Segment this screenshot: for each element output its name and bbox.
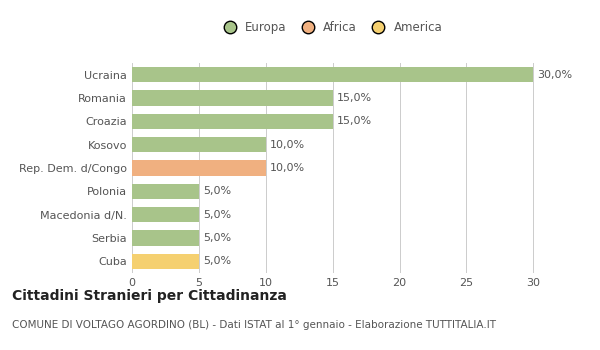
Bar bbox=[132, 207, 199, 222]
Text: Cittadini Stranieri per Cittadinanza: Cittadini Stranieri per Cittadinanza bbox=[12, 289, 287, 303]
Legend: Europa, Africa, America: Europa, Africa, America bbox=[213, 16, 447, 39]
Bar bbox=[132, 114, 332, 129]
Text: 5,0%: 5,0% bbox=[203, 210, 231, 220]
Bar bbox=[132, 254, 199, 269]
Text: 15,0%: 15,0% bbox=[337, 93, 372, 103]
Text: 5,0%: 5,0% bbox=[203, 233, 231, 243]
Bar bbox=[132, 137, 266, 152]
Text: 5,0%: 5,0% bbox=[203, 186, 231, 196]
Bar bbox=[132, 67, 533, 82]
Bar bbox=[132, 160, 266, 176]
Text: 15,0%: 15,0% bbox=[337, 116, 372, 126]
Text: 10,0%: 10,0% bbox=[270, 140, 305, 150]
Text: COMUNE DI VOLTAGO AGORDINO (BL) - Dati ISTAT al 1° gennaio - Elaborazione TUTTIT: COMUNE DI VOLTAGO AGORDINO (BL) - Dati I… bbox=[12, 320, 496, 330]
Text: 5,0%: 5,0% bbox=[203, 256, 231, 266]
Bar bbox=[132, 184, 199, 199]
Bar bbox=[132, 230, 199, 246]
Bar bbox=[132, 90, 332, 106]
Text: 30,0%: 30,0% bbox=[538, 70, 572, 80]
Text: 10,0%: 10,0% bbox=[270, 163, 305, 173]
